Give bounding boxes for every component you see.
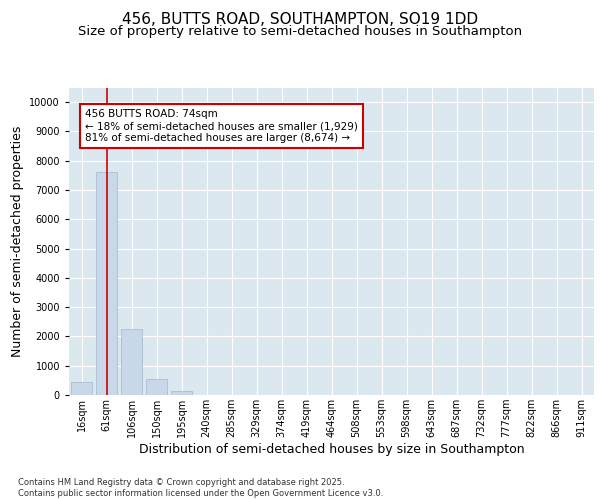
Bar <box>171 391 192 395</box>
Text: Contains HM Land Registry data © Crown copyright and database right 2025.
Contai: Contains HM Land Registry data © Crown c… <box>18 478 383 498</box>
X-axis label: Distribution of semi-detached houses by size in Southampton: Distribution of semi-detached houses by … <box>139 443 524 456</box>
Y-axis label: Number of semi-detached properties: Number of semi-detached properties <box>11 126 24 357</box>
Bar <box>71 382 92 395</box>
Text: 456 BUTTS ROAD: 74sqm
← 18% of semi-detached houses are smaller (1,929)
81% of s: 456 BUTTS ROAD: 74sqm ← 18% of semi-deta… <box>85 110 358 142</box>
Bar <box>146 380 167 395</box>
Text: Size of property relative to semi-detached houses in Southampton: Size of property relative to semi-detach… <box>78 25 522 38</box>
Text: 456, BUTTS ROAD, SOUTHAMPTON, SO19 1DD: 456, BUTTS ROAD, SOUTHAMPTON, SO19 1DD <box>122 12 478 28</box>
Bar <box>96 172 117 395</box>
Bar <box>121 329 142 395</box>
